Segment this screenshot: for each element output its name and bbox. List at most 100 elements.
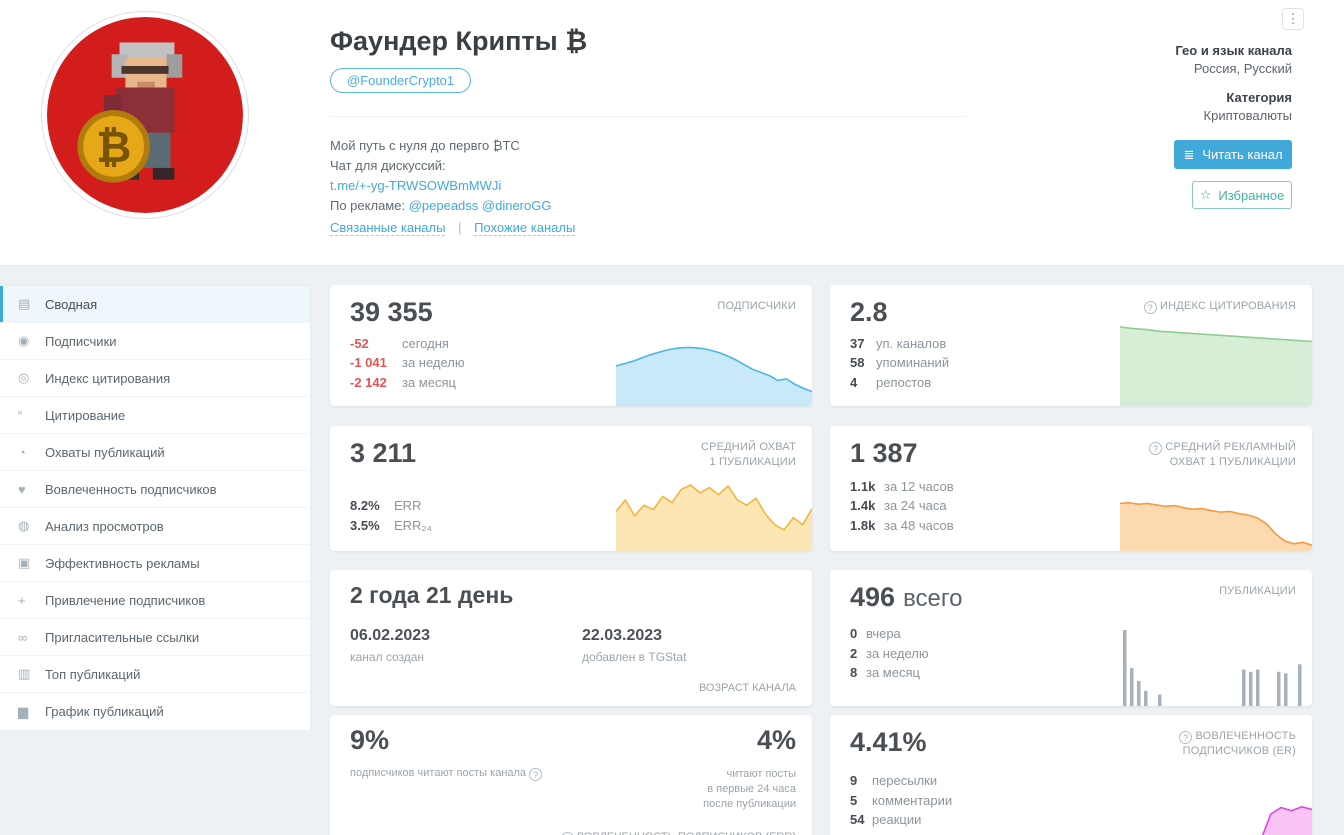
sidebar-item-summary[interactable]: ▤ Сводная [0, 286, 310, 323]
ad-icon: ▣ [18, 555, 31, 570]
stat-row: -2 142 за месяц [350, 374, 456, 390]
svg-text:₿: ₿ [96, 124, 131, 172]
views-icon: ◍ [18, 518, 30, 533]
sidebar-item-label: Сводная [45, 296, 98, 312]
read-channel-button[interactable]: ≣ Читать канал [1174, 140, 1292, 169]
publications-card-label: ПУБЛИКАЦИИ [1219, 585, 1296, 597]
similar-channels-link[interactable]: Похожие каналы [474, 220, 576, 236]
sidebar-item-label: График публикаций [45, 704, 164, 719]
channel-username-badge[interactable]: @FounderCrypto1 [330, 68, 472, 93]
subscribers-card: 39 355 ПОДПИСЧИКИ -52 сегодня -1 041 за не… [330, 285, 812, 406]
subscribers-sparkline [616, 326, 812, 406]
description-ads-line: По рекламе: @pepeadss @dineroGG [330, 196, 551, 216]
channel-created-date: 06.02.2023 канал создан [350, 627, 431, 664]
geo-value: Россия, Русский [1193, 61, 1292, 76]
stat-row: -1 041 за неделю [350, 355, 465, 370]
star-icon: ☆ [1199, 187, 1212, 202]
subscribers-card-label: ПОДПИСЧИКИ [717, 300, 796, 312]
sidebar-item-subscribers[interactable]: ◉ Подписчики [0, 323, 310, 360]
sidebar-item-invite-links[interactable]: ∞ Пригласительные ссылки [0, 619, 310, 656]
sidebar-item-label: Охваты публикаций [45, 444, 165, 460]
stat-row: -52 сегодня [350, 335, 449, 351]
stat-row: 58 упоминаний [850, 355, 950, 370]
help-icon[interactable]: ? [529, 768, 543, 781]
help-icon[interactable]: ? [1179, 731, 1193, 744]
avatar-pixel-art: ₿ [47, 17, 243, 213]
related-links-row: Связанные каналы | Похожие каналы [330, 220, 576, 236]
er-card-label: ? ВОВЛЕЧЕННОСТЬ ПОДПИСЧИКОВ (ER) [1179, 729, 1296, 759]
publications-bar-chart [1116, 630, 1312, 706]
reach-icon: ◔ [18, 444, 26, 460]
sidebar-item-citation-index[interactable]: ◎ Индекс цитирования [0, 360, 310, 397]
read-channel-label: Читать канал [1202, 147, 1283, 162]
sidebar-item-ad-effectiveness[interactable]: ▣ Эффективность рекламы [0, 545, 310, 582]
ad-reach-stats: 1.1k за 12 часов 1.4k за 24 часа 1.8k за 48… [850, 477, 954, 536]
sidebar-item-posts-chart[interactable]: ▆ График публикаций [0, 693, 310, 730]
stat-row: 9 пересылки [850, 773, 938, 788]
quote-icon: “ [18, 407, 23, 423]
summary-icon: ▤ [18, 296, 31, 311]
stat-row: 4 репостов [850, 374, 932, 390]
category-link[interactable]: Криптовалюты [1203, 108, 1292, 123]
stat-row: 0 вчера [850, 626, 901, 641]
sidebar-item-engagement[interactable]: ♥ Вовлеченность подписчиков [0, 471, 310, 508]
ad-reach-card: 1 387 ? СРЕДНИЙ РЕКЛАМНЫЙ ОХВАТ 1 ПУБЛИК… [830, 426, 1312, 551]
channel-age-value: 2 года 21 день [350, 582, 514, 608]
ad-reach-sparkline [1120, 479, 1312, 551]
ads-link-2[interactable]: @dineroGG [481, 198, 552, 213]
reach-stats: 8.2% ERR 3.5% ERR₂₄ [350, 496, 432, 535]
err-left-value: 9% [350, 725, 390, 755]
sidebar-item-views-analysis[interactable]: ◍ Анализ просмотров [0, 508, 310, 545]
stat-row: 37 уп. каналов [850, 335, 947, 351]
channel-created-caption: канал создан [350, 650, 425, 664]
stat-row: 2 за неделю [850, 645, 929, 661]
reach-sparkline [616, 463, 812, 551]
stat-row: 8.2% ERR [350, 498, 422, 513]
citation-stats: 37 уп. каналов 58 упоминаний 4 репостов [850, 334, 949, 393]
help-icon[interactable]: ? [1149, 442, 1163, 455]
average-reach-card: 3 211 СРЕДНИЙ ОХВАТ 1 ПУБЛИКАЦИИ 8.2% ERR… [330, 426, 812, 551]
err-card: 9% подписчиков читают посты канала ? 4% … [330, 715, 812, 835]
tgstat-added-caption: добавлен в TGStat [582, 650, 687, 664]
analytics-sidebar: ▤ Сводная ◉ Подписчики ◎ Индекс цитирова… [0, 285, 311, 731]
err-right-caption: читают посты в первые 24 часа после публ… [703, 768, 796, 810]
sidebar-item-label: Привлечение подписчиков [45, 592, 206, 608]
channel-header: ⋮ ₿ Фаундер Крипты ₿ @FounderCrypto1 [0, 0, 1344, 266]
stat-row: 1.8k за 48 часов [850, 517, 954, 533]
top-posts-icon: ▥ [18, 666, 31, 681]
sidebar-item-citation[interactable]: “ Цитирование [0, 397, 310, 434]
channel-age-footer: ВОЗРАСТ КАНАЛА [698, 682, 796, 694]
category-label: Категория [1226, 90, 1292, 105]
sidebar-item-label: Эффективность рекламы [45, 555, 200, 571]
related-channels-link[interactable]: Связанные каналы [330, 220, 446, 236]
subscribers-icon: ◉ [18, 333, 30, 348]
kebab-menu-icon[interactable]: ⋮ [1282, 8, 1304, 30]
channel-title: Фаундер Крипты ₿ [330, 26, 588, 56]
ad-reach-value: 1 387 [850, 438, 918, 468]
favorite-button[interactable]: ☆ Избранное [1192, 181, 1292, 209]
err-card-footer: ? ВОВЛЕЧЕННОСТЬ ПОДПИСЧИКОВ (ERR) [560, 831, 796, 835]
er-stats: 9 пересылки 5 комментарии 54 реакции [850, 771, 952, 830]
citation-sparkline [1120, 320, 1312, 406]
sidebar-item-post-reach[interactable]: ◔ Охваты публикаций [0, 434, 310, 471]
average-reach-value: 3 211 [350, 438, 417, 468]
stat-row: 5 комментарии [850, 792, 953, 808]
description-line-1: Мой путь с нуля до первго ₿TC [330, 138, 520, 153]
sidebar-item-label: Цитирование [45, 407, 126, 423]
stat-row: 3.5% ERR₂₄ [350, 517, 432, 533]
sidebar-item-top-posts[interactable]: ▥ Топ публикаций [0, 656, 310, 693]
stat-row: 1.1k за 12 часов [850, 478, 954, 494]
help-icon[interactable]: ? [1143, 301, 1157, 314]
ads-link-1[interactable]: @pepeadss [408, 198, 479, 213]
links-divider: | [458, 220, 462, 235]
chat-link[interactable]: t.me/+-yg-TRWSOWBmMWJi [330, 178, 502, 193]
bar-chart-icon: ▆ [18, 703, 28, 719]
read-icon: ≣ [1183, 146, 1195, 162]
header-divider [330, 116, 966, 117]
subscribers-count: 39 355 [350, 297, 433, 327]
sidebar-item-subscriber-acquisition[interactable]: + Привлечение подписчиков [0, 582, 310, 619]
channel-description: Мой путь с нуля до первго ₿TC Чат для ди… [330, 136, 551, 216]
stat-row: 1.4k за 24 часа [850, 498, 947, 513]
